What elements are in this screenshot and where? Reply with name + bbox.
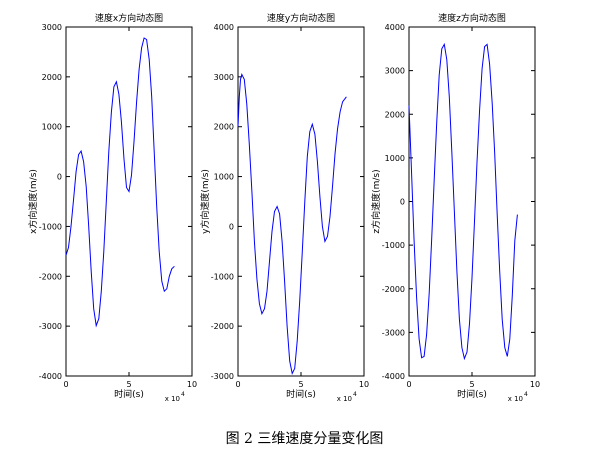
y-tick-label: -4000 xyxy=(382,372,405,381)
x-multiplier-label: x 10 xyxy=(508,395,523,403)
y-tick-label: -3000 xyxy=(382,328,405,337)
x-axis-label: 时间(s) xyxy=(457,388,487,400)
x-multiplier-exponent: 4 xyxy=(524,391,528,398)
y-tick-label: -4000 xyxy=(39,372,62,381)
x-tick-label: 5 xyxy=(298,380,303,389)
y-tick-label: 3000 xyxy=(385,67,405,76)
y-tick-label: -2000 xyxy=(211,322,234,331)
subplot-2: -3000 -2000 -1000 0 1000 2000 3000 4000 0 5 10 速度y方… xyxy=(199,12,369,403)
y-axis-label: x方向速度(m/s) xyxy=(27,169,39,234)
plot-frame xyxy=(65,26,193,377)
y-tick-label: -1000 xyxy=(39,222,62,231)
x-tick-label: 5 xyxy=(126,380,131,389)
x-multiplier-label: x 10 xyxy=(337,395,352,403)
x-tick-label: 0 xyxy=(406,380,411,389)
x-tick-label: 10 xyxy=(530,380,540,389)
chart-title: 速度z方向动态图 xyxy=(438,12,506,24)
x-multiplier-label: x 10 xyxy=(165,395,180,403)
y-tick-label: -1000 xyxy=(211,272,234,281)
series-line xyxy=(237,72,347,376)
y-tick-label: 1000 xyxy=(42,123,62,132)
y-tick-label: -2000 xyxy=(382,285,405,294)
y-tick-label: 0 xyxy=(400,198,405,207)
x-tick-label: 0 xyxy=(63,380,68,389)
x-tick-label: 10 xyxy=(187,380,197,389)
y-tick-label: 4000 xyxy=(385,23,405,32)
y-tick-label: -1000 xyxy=(382,241,405,250)
series-line xyxy=(65,37,175,328)
y-tick-label: 0 xyxy=(229,222,234,231)
subplot-3: -4000 -3000 -2000 -1000 0 1000 2000 3000 4000 0 5 1… xyxy=(370,12,540,403)
x-multiplier-exponent: 4 xyxy=(353,391,357,398)
x-multiplier-exponent: 4 xyxy=(181,391,185,398)
y-tick-label: -2000 xyxy=(39,272,62,281)
plot-frame xyxy=(408,26,536,377)
y-tick-label: 2000 xyxy=(42,73,62,82)
y-tick-label: 1000 xyxy=(214,173,234,182)
subplot-1: -4000 -3000 -2000 -1000 0 1000 2000 3000 0 5 10 速度x… xyxy=(27,12,197,403)
y-tick-label: 3000 xyxy=(214,73,234,82)
x-axis-label: 时间(s) xyxy=(286,388,316,400)
y-tick-label: 2000 xyxy=(214,123,234,132)
x-tick-label: 10 xyxy=(359,380,369,389)
y-tick-label: 1000 xyxy=(385,154,405,163)
series-line xyxy=(408,42,518,361)
y-axis-label: y方向速度(m/s) xyxy=(199,169,211,234)
chart-title: 速度y方向动态图 xyxy=(267,12,335,24)
y-axis-label: z方向速度(m/s) xyxy=(370,169,382,233)
y-tick-label: -3000 xyxy=(39,322,62,331)
x-axis-label: 时间(s) xyxy=(114,388,144,400)
x-tick-label: 0 xyxy=(235,380,240,389)
chart-title: 速度x方向动态图 xyxy=(95,12,163,24)
y-tick-label: 0 xyxy=(57,173,62,182)
y-tick-label: 4000 xyxy=(214,23,234,32)
y-tick-label: 3000 xyxy=(42,23,62,32)
x-tick-label: 5 xyxy=(469,380,474,389)
plot-frame xyxy=(237,26,365,377)
figure-caption: 图 2 三维速度分量变化图 xyxy=(225,431,384,447)
y-tick-label: -3000 xyxy=(211,372,234,381)
y-tick-label: 2000 xyxy=(385,110,405,119)
